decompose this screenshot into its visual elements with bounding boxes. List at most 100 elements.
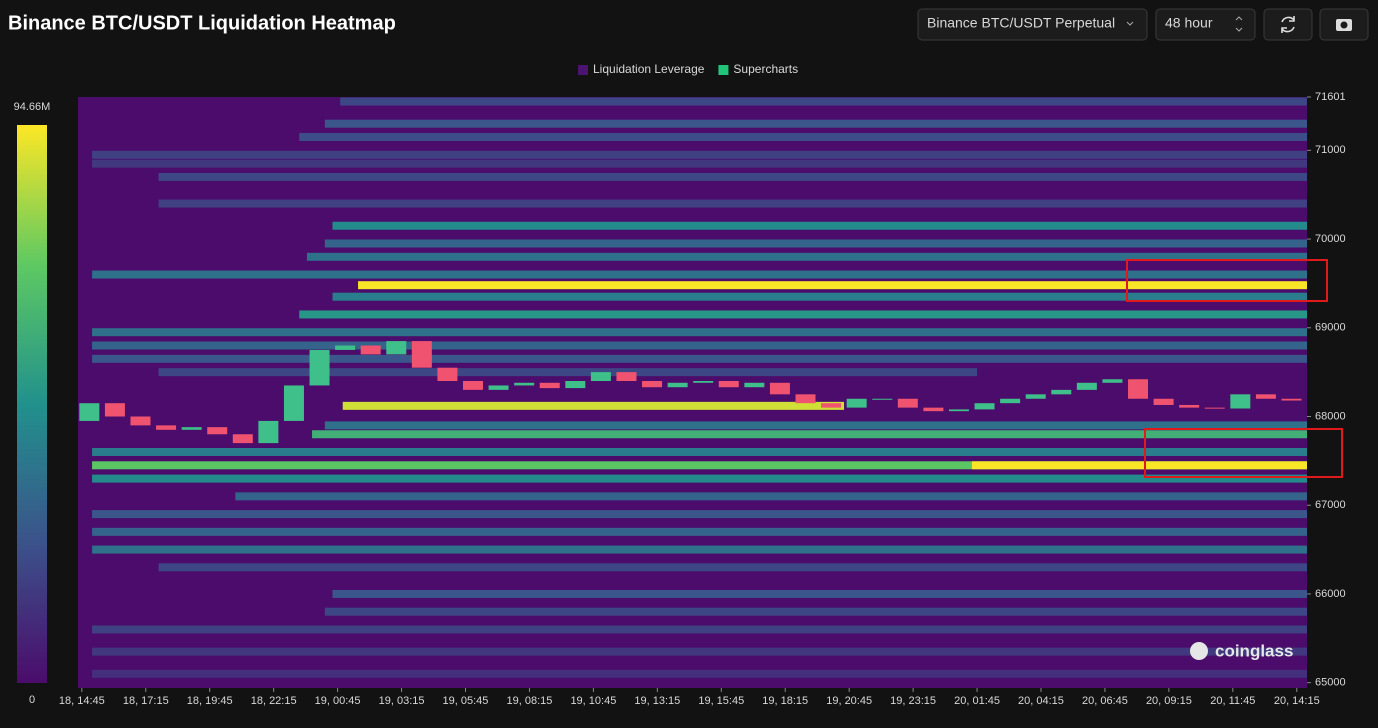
chevron [1126,21,1134,26]
y-tick-label: 68000 [1315,410,1346,422]
watermark: coinglass [1215,641,1293,660]
y-tick-label: 71000 [1315,144,1346,156]
candle-body [79,403,100,421]
x-tick-label: 19, 13:15 [634,695,680,707]
candle-body [411,341,432,368]
heat-band [158,368,978,377]
candle-body [590,372,611,382]
heat-band [92,647,1308,656]
x-tick-label: 20, 01:45 [954,695,1000,707]
heat-band [342,401,845,410]
heat-band [92,474,1308,483]
candle-body [1255,394,1276,399]
heat-band [92,625,1308,634]
candle-body [1000,398,1021,404]
candle-body [565,381,586,389]
candle-body [846,398,867,408]
x-tick-label: 19, 03:15 [379,695,425,707]
heat-band [971,461,1307,470]
heat-band [92,328,1308,337]
candle-body [309,349,330,386]
spinner [1235,16,1243,32]
x-tick-label: 18, 17:15 [123,695,169,707]
heat-band [92,527,1308,536]
exchange-select[interactable] [917,8,1148,41]
candle-body [1179,404,1200,408]
legend: Liquidation Leverage Supercharts [578,62,798,76]
candle-body [1128,379,1149,399]
candle-body [232,434,253,444]
candle-body [1076,382,1097,390]
colorbar [17,125,47,683]
legend-label: Supercharts [733,62,798,76]
watermark-logo [1190,642,1208,660]
y-tick-label: 70000 [1315,233,1346,245]
colorbar-label: 94.66M [14,101,51,113]
x-tick-label: 19, 23:15 [890,695,936,707]
heat-band [332,221,1308,230]
y-tick-label: 71601 [1315,91,1346,103]
candle-body [693,381,714,383]
x-tick-label: 19, 10:45 [570,695,616,707]
heat-band [324,119,1307,128]
heat-band [324,421,1307,430]
range-select-label: 48 hour [1165,15,1213,31]
refresh-icon [1281,16,1295,33]
y-tick-label: 67000 [1315,499,1346,511]
heat-band [324,607,1307,616]
candle-body [769,382,790,395]
heat-band [324,239,1307,248]
y-tick-label: 69000 [1315,322,1346,334]
candle-body [744,382,765,388]
candle-body [258,420,279,444]
candle-body [1102,379,1123,383]
heat-band [306,252,1307,261]
x-tick-label: 19, 05:45 [443,695,489,707]
candle-body [514,382,535,386]
candle-body [616,372,637,382]
legend-swatch [718,65,729,75]
x-tick-label: 19, 00:45 [315,695,361,707]
heat-band [92,270,1308,279]
candle-body [130,416,151,426]
candle-body [207,427,228,435]
candle-body [462,381,483,390]
heat-band [299,310,1307,319]
candle-body [386,341,407,355]
x-tick-label: 18, 14:45 [59,695,105,707]
colorbar-label: 0 [29,694,35,706]
heatmap-background [78,97,1307,688]
heat-band [92,545,1308,554]
candle-body [667,382,688,388]
x-tick-label: 20, 09:15 [1146,695,1192,707]
candle-body [181,427,202,430]
candle-body [283,385,304,421]
candle-body [872,398,893,400]
camera-lens [1340,21,1348,29]
candle-body [1025,394,1046,399]
legend-label: Liquidation Leverage [593,62,705,76]
candle-body [821,403,842,408]
heat-band [358,281,1308,290]
heat-band [158,199,1307,208]
x-tick-label: 19, 18:15 [762,695,808,707]
range-select[interactable] [1155,8,1256,41]
candle-body [1230,394,1251,409]
heat-band [92,341,1308,350]
highlight-box [1144,428,1343,478]
heat-band [92,159,1308,168]
heat-band [92,461,1308,470]
x-tick-label: 19, 15:45 [698,695,744,707]
x-tick-label: 19, 20:45 [826,695,872,707]
refresh-button[interactable] [1263,8,1313,41]
candle-body [104,403,125,417]
candle-body [488,385,509,390]
candle-body [156,425,177,430]
heat-band [158,563,1307,572]
candle-body [360,345,381,355]
candle-body [335,345,356,350]
x-tick-label: 20, 11:45 [1210,695,1255,707]
heat-band [158,172,1307,181]
